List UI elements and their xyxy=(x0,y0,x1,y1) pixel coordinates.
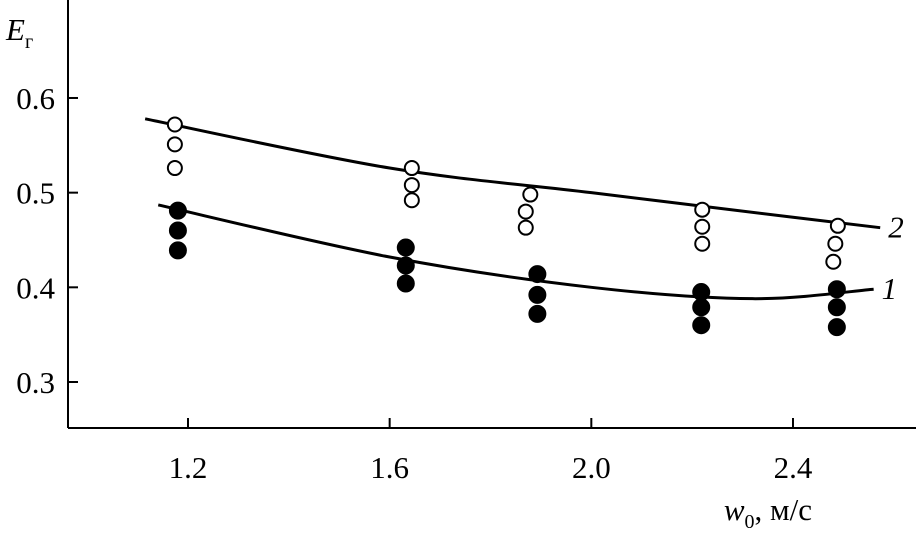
x-label-rest: , м/с xyxy=(755,492,813,527)
data-point xyxy=(692,316,711,335)
data-point xyxy=(396,238,415,257)
data-point xyxy=(166,160,183,177)
data-point xyxy=(166,136,183,153)
data-point xyxy=(692,298,711,317)
data-point xyxy=(517,203,534,220)
data-point xyxy=(827,235,844,252)
data-point xyxy=(528,304,547,323)
x-tick-label: 2.4 xyxy=(774,450,813,485)
data-point xyxy=(694,235,711,252)
series-label: 1 xyxy=(882,271,898,306)
data-point xyxy=(692,283,711,302)
data-point xyxy=(396,256,415,275)
data-point xyxy=(827,298,846,317)
data-point xyxy=(694,201,711,218)
y-tick-label: 0.6 xyxy=(16,81,55,116)
y-axis-label: Eг xyxy=(5,12,33,53)
data-point xyxy=(403,160,420,177)
y-tick-label: 0.3 xyxy=(16,365,55,400)
data-point xyxy=(528,265,547,284)
data-point xyxy=(396,274,415,293)
x-label-sub: 0 xyxy=(745,511,755,533)
y-tick-label: 0.5 xyxy=(16,176,55,211)
data-point xyxy=(168,201,187,220)
fit-curve xyxy=(157,203,874,301)
data-point xyxy=(168,241,187,260)
data-point xyxy=(403,192,420,209)
data-point xyxy=(694,218,711,235)
x-tick-label: 1.2 xyxy=(169,450,208,485)
y-tick-label: 0.4 xyxy=(16,270,55,305)
data-point xyxy=(522,186,539,203)
data-point xyxy=(825,253,842,270)
series-label: 2 xyxy=(888,210,904,245)
x-label-main: w xyxy=(724,492,745,527)
data-point xyxy=(528,285,547,304)
x-tick-label: 1.6 xyxy=(370,450,409,485)
y-label-main: E xyxy=(5,12,25,47)
data-point xyxy=(827,280,846,299)
x-tick-label: 2.0 xyxy=(572,450,611,485)
fit-curve xyxy=(144,117,881,230)
x-axis-label: w0, м/с xyxy=(724,492,812,533)
data-point xyxy=(168,221,187,240)
data-point xyxy=(829,217,846,234)
data-point xyxy=(517,219,534,236)
data-point xyxy=(827,318,846,337)
data-point xyxy=(166,116,183,133)
data-point xyxy=(403,177,420,194)
y-label-sub: г xyxy=(25,31,33,53)
